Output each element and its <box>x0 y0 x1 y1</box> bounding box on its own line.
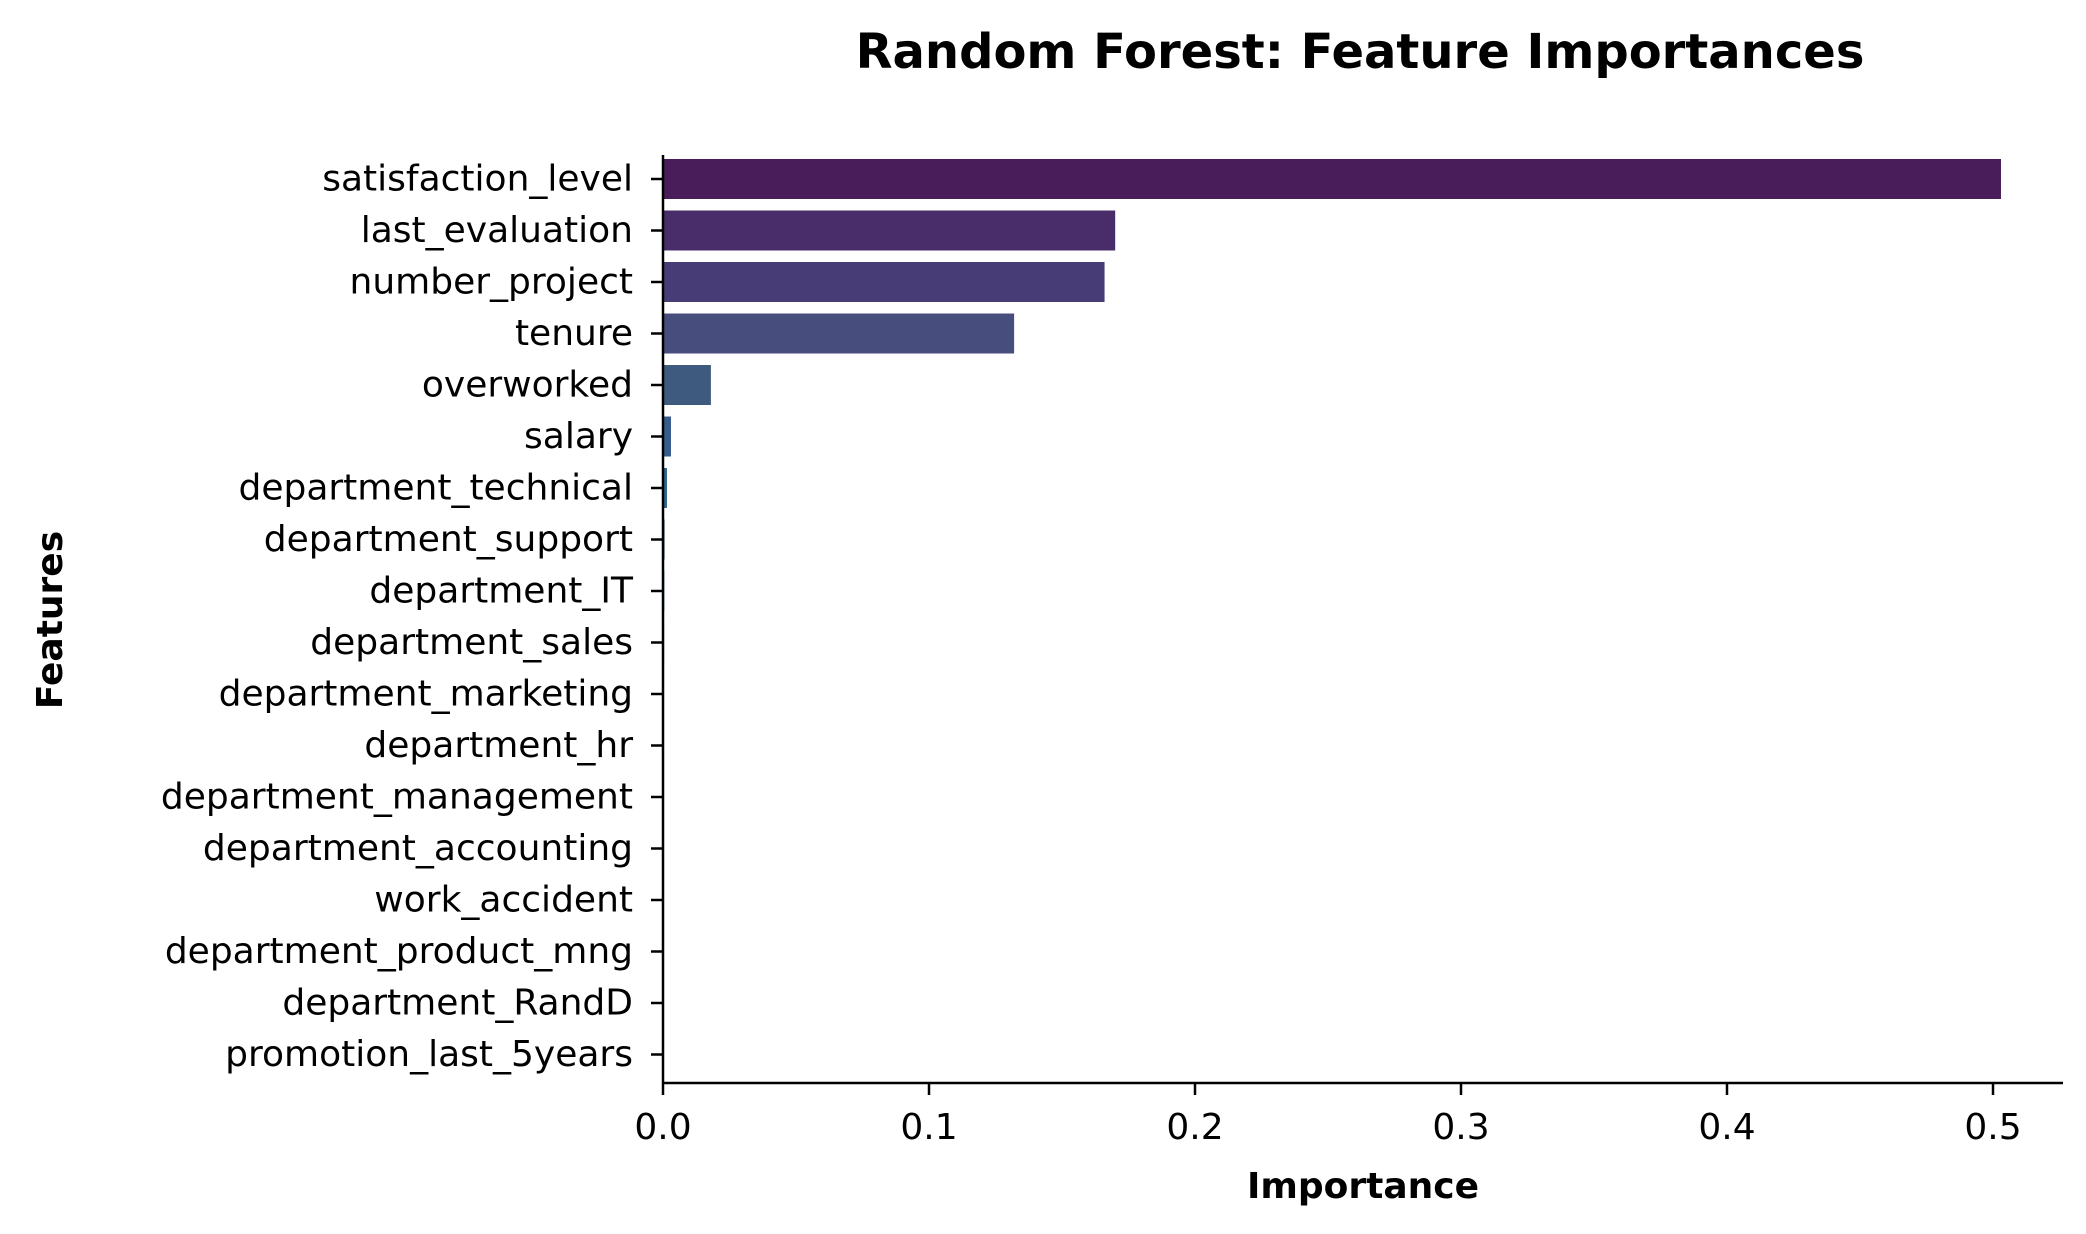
y-tick-label: work_accident <box>374 880 633 921</box>
bars-group <box>663 159 2001 1075</box>
bar-overworked <box>663 365 711 405</box>
x-tick-label: 0.2 <box>1166 1107 1223 1148</box>
y-tick-label: salary <box>524 416 633 457</box>
bar-number_project <box>663 262 1105 302</box>
bar-department_technical <box>663 468 667 508</box>
y-tick-label: department_management <box>161 777 633 818</box>
y-tick-label: department_support <box>264 519 633 560</box>
bar-satisfaction_level <box>663 159 2001 199</box>
x-tick-label: 0.0 <box>634 1107 691 1148</box>
x-tick-label: 0.1 <box>900 1107 957 1148</box>
y-tick-label: overworked <box>422 365 633 406</box>
bar-last_evaluation <box>663 210 1116 251</box>
y-tick-label: satisfaction_level <box>322 159 633 200</box>
y-tick-label: department_product_mng <box>165 931 633 972</box>
y-axis-ticks: satisfaction_level last_evaluation number_… <box>161 159 663 1075</box>
y-tick-label: department_marketing <box>219 674 633 715</box>
y-tick-label: last_evaluation <box>361 210 633 251</box>
x-tick-label: 0.5 <box>1964 1107 2021 1148</box>
y-tick-label: department_IT <box>369 571 634 612</box>
y-tick-label: tenure <box>515 313 633 354</box>
y-tick-label: department_hr <box>364 725 633 766</box>
bar-tenure <box>663 313 1015 354</box>
y-axis-label: Features <box>30 531 71 709</box>
bar-salary <box>663 416 671 457</box>
y-tick-label: number_project <box>350 262 633 303</box>
x-axis-ticks: 0.0 0.1 0.2 0.3 0.4 0.5 <box>634 1083 2022 1148</box>
x-axis-label: Importance <box>1247 1166 1479 1207</box>
y-tick-label: department_accounting <box>203 828 633 869</box>
y-tick-label: department_RandD <box>282 983 633 1024</box>
chart-title: Random Forest: Feature Importances <box>856 24 1865 80</box>
y-tick-label: department_sales <box>310 622 633 663</box>
x-tick-label: 0.3 <box>1432 1107 1489 1148</box>
y-tick-label: promotion_last_5years <box>225 1034 633 1075</box>
y-tick-label: department_technical <box>238 468 633 509</box>
x-tick-label: 0.4 <box>1698 1107 1755 1148</box>
